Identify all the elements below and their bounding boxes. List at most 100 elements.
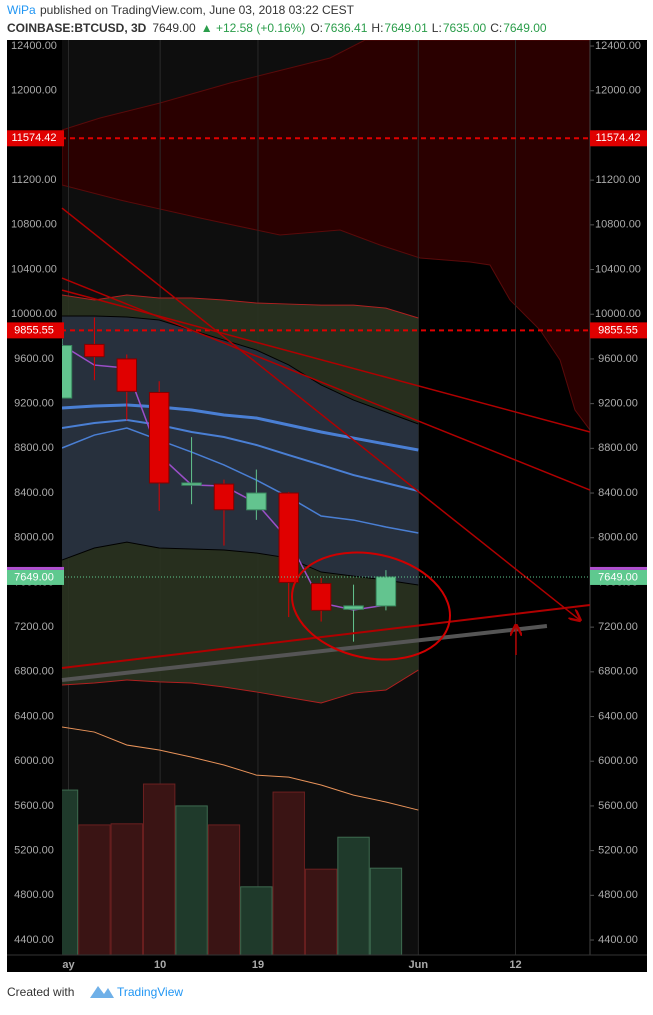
y-tick-label: 5600.00 bbox=[14, 800, 54, 812]
ohlc-label: H: bbox=[371, 21, 383, 35]
symbol-line: COINBASE:BTCUSD, 3D 7649.00 ▲ +12.58 (+0.1… bbox=[7, 21, 547, 35]
y-tick-label: 12400.00 bbox=[595, 40, 641, 52]
ohlc-label: O: bbox=[310, 21, 323, 35]
y-tick-label: 6400.00 bbox=[598, 710, 638, 722]
author[interactable]: WiPa bbox=[7, 3, 36, 17]
y-tick-label: 8400.00 bbox=[598, 487, 638, 499]
brand[interactable]: TradingView bbox=[117, 985, 183, 999]
candle-body bbox=[116, 358, 138, 392]
y-tick-label: 11200.00 bbox=[11, 174, 56, 186]
x-tick-label: ay bbox=[62, 959, 75, 971]
x-tick-label: 12 bbox=[509, 959, 521, 971]
y-tick-label: 5200.00 bbox=[14, 845, 54, 857]
volume-bar bbox=[369, 867, 403, 955]
x-tick-label: 10 bbox=[154, 959, 166, 971]
symbol: COINBASE:BTCUSD, 3D bbox=[7, 21, 147, 35]
level-label: 11574.42 bbox=[11, 132, 56, 144]
last-price-marker bbox=[590, 566, 647, 570]
y-tick-label: 8000.00 bbox=[598, 532, 638, 544]
y-tick-label: 8800.00 bbox=[14, 442, 54, 454]
volume-bar bbox=[207, 824, 241, 955]
ohlc-label: C: bbox=[490, 21, 502, 35]
y-tick-label: 4800.00 bbox=[14, 889, 54, 901]
y-tick-label: 8400.00 bbox=[14, 487, 54, 499]
candle-body bbox=[375, 576, 397, 607]
level-box bbox=[7, 130, 64, 147]
trendline bbox=[61, 289, 591, 433]
ohlc-label: L: bbox=[432, 21, 442, 35]
ohlc-value: 7636.41 bbox=[324, 21, 368, 35]
ohlc-value: 7635.00 bbox=[443, 21, 487, 35]
level-box bbox=[590, 130, 647, 147]
created-with: Created with bbox=[7, 985, 74, 999]
candle-body bbox=[181, 482, 202, 486]
y-tick-label: 7200.00 bbox=[598, 621, 638, 633]
y-tick-label: 11200.00 bbox=[595, 174, 640, 186]
last-price-box bbox=[590, 569, 647, 585]
volume-bar bbox=[110, 823, 143, 955]
y-tick-label: 10800.00 bbox=[595, 219, 641, 231]
volume-bar bbox=[272, 791, 305, 955]
last-price-label: 7649.00 bbox=[598, 571, 638, 583]
trendline bbox=[61, 624, 548, 682]
overlay-line bbox=[62, 418, 419, 492]
overlay-line bbox=[62, 427, 419, 534]
volume-bar bbox=[142, 783, 176, 955]
y-tick-label: 4400.00 bbox=[598, 934, 638, 946]
volume-bar bbox=[304, 868, 338, 955]
candle-body bbox=[246, 492, 267, 511]
band-upper bbox=[62, 294, 419, 319]
y-tick-label: 4800.00 bbox=[598, 889, 638, 901]
y-tick-label: 10800.00 bbox=[11, 219, 57, 231]
y-tick-label: 9600.00 bbox=[14, 353, 54, 365]
volume-bar bbox=[78, 824, 111, 955]
candle-body bbox=[148, 391, 170, 484]
plot-clip bbox=[62, 294, 419, 955]
level-box bbox=[7, 322, 64, 339]
overlay-line bbox=[62, 315, 419, 425]
last-price-marker bbox=[7, 566, 64, 570]
change: ▲ +12.58 (+0.16%) bbox=[201, 21, 306, 35]
trendline bbox=[61, 207, 580, 620]
volume-bar bbox=[175, 805, 208, 955]
y-tick-label: 6800.00 bbox=[14, 666, 54, 678]
overlay-line bbox=[62, 726, 419, 811]
y-tick-label: 6400.00 bbox=[14, 710, 54, 722]
overlay-line bbox=[62, 541, 419, 586]
y-tick-label: 8800.00 bbox=[598, 442, 638, 454]
overlay-line bbox=[62, 403, 419, 452]
ohlc-value: 7649.01 bbox=[384, 21, 428, 35]
band-lower bbox=[62, 669, 419, 704]
plot-layer: ay 10 19 Jun 12 4400.00 4400.00 4800.00 4800.00 5… bbox=[7, 40, 647, 971]
volume-bar bbox=[337, 836, 370, 955]
highlight-ellipse bbox=[291, 551, 451, 661]
y-tick-label: 5200.00 bbox=[598, 845, 638, 857]
level-box bbox=[590, 322, 647, 339]
last-price: 7649.00 bbox=[152, 21, 196, 35]
y-tick-label: 6000.00 bbox=[14, 755, 54, 767]
x-tick-label: 19 bbox=[252, 959, 264, 971]
y-tick-label: 9200.00 bbox=[598, 398, 638, 410]
x-tick-label: Jun bbox=[409, 959, 429, 971]
y-tick-label: 9200.00 bbox=[14, 398, 54, 410]
y-tick-label: 12000.00 bbox=[595, 85, 641, 97]
volume-bar bbox=[240, 886, 273, 955]
volume-bar bbox=[62, 789, 79, 955]
candle-body bbox=[310, 583, 332, 611]
y-tick-label: 7200.00 bbox=[14, 621, 54, 633]
y-tick-label: 5600.00 bbox=[598, 800, 638, 812]
level-label: 9855.55 bbox=[598, 324, 638, 336]
y-tick-label: 8000.00 bbox=[14, 532, 54, 544]
last-price-label: 7649.00 bbox=[14, 571, 54, 583]
last-price-box bbox=[7, 569, 64, 585]
trendline bbox=[61, 604, 591, 670]
logo[interactable] bbox=[90, 986, 114, 998]
annotations bbox=[291, 551, 516, 661]
y-tick-label: 4400.00 bbox=[14, 934, 54, 946]
candle-body bbox=[278, 492, 299, 583]
y-tick-label: 10400.00 bbox=[11, 263, 57, 275]
y-tick-label: 12400.00 bbox=[11, 40, 57, 52]
y-tick-label: 10000.00 bbox=[11, 308, 57, 320]
level-label: 9855.55 bbox=[14, 324, 54, 336]
